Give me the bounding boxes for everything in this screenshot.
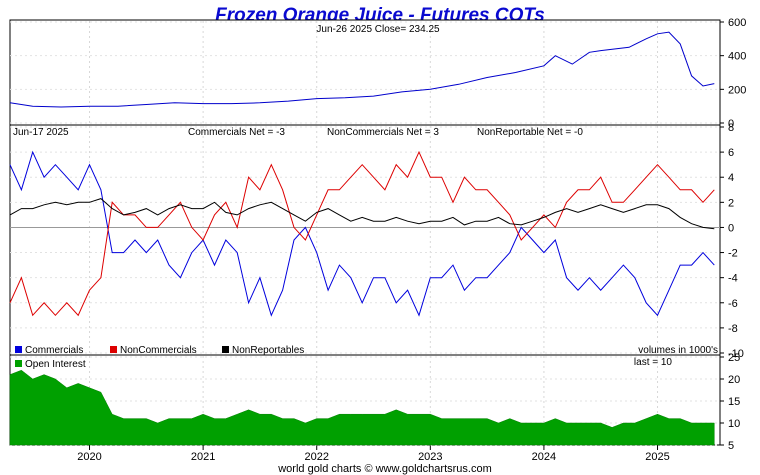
y-tick-label: 20 (728, 374, 740, 386)
price-line (9, 31, 715, 108)
y-tick-label: 5 (728, 440, 734, 452)
y-tick-label: 2 (728, 197, 734, 209)
legend-swatch-open-interest (15, 360, 22, 367)
vertical-gridlines (89, 21, 659, 450)
y-tick-label: -4 (728, 273, 738, 285)
cot-header-commercials: Commercials Net = -3 (188, 127, 285, 138)
legend-label-nonreportables: NonReportables (232, 345, 304, 356)
legend-label-open-interest: Open Interest (25, 359, 86, 370)
y-tick-label: 0 (728, 118, 734, 130)
open-interest-area (9, 369, 715, 446)
legend-label-commercials: Commercials (25, 345, 83, 356)
y-tick-label: 4 (728, 172, 734, 184)
y-tick-label: 8 (728, 122, 734, 134)
legend-swatch-commercials (15, 346, 22, 353)
y-tick-label: -8 (728, 323, 738, 335)
cot-line-noncommercials (9, 150, 715, 317)
y-tick-label: -10 (728, 348, 744, 360)
legend-swatch-nonreportables (222, 346, 229, 353)
oi-last-note: last = 10 (634, 357, 673, 368)
chart-footer: world gold charts © www.goldchartsrus.co… (277, 463, 492, 475)
y-tick-label: 200 (728, 84, 746, 96)
y-tick-label: 0 (728, 222, 734, 234)
price-y-axis: 0 200 400 600 (10, 17, 746, 130)
price-panel-frame (9, 19, 721, 126)
cot-legend: Commercials NonCommercials NonReportable… (15, 345, 304, 356)
y-tick-label: 25 (728, 352, 740, 364)
legend-swatch-noncommercials (110, 346, 117, 353)
price-header: Jun-26 2025 Close= 234.25 (316, 24, 440, 35)
open-interest-area-group (9, 369, 715, 446)
cot-lines-group (9, 150, 715, 317)
y-tick-label: -6 (728, 298, 738, 310)
x-tick-label: 2025 (645, 451, 669, 463)
x-tick-label: 2022 (304, 451, 328, 463)
x-tick-label: 2021 (191, 451, 215, 463)
cot-header-nonreportables: NonReportable Net = -0 (477, 127, 583, 138)
cot-line-nonreportables (9, 198, 715, 230)
y-tick-label: 10 (728, 418, 740, 430)
y-tick-label: 6 (728, 147, 734, 159)
cot-panel-frame (9, 124, 721, 356)
y-tick-label: 600 (728, 17, 746, 29)
cot-line-commercials (9, 150, 715, 317)
x-tick-label: 2024 (532, 451, 556, 463)
price-line-group (9, 31, 715, 108)
units-note: volumes in 1000's (638, 345, 718, 356)
cot-header-noncommercials: NonCommercials Net = 3 (327, 127, 439, 138)
x-tick-label: 2020 (77, 451, 101, 463)
y-tick-label: -2 (728, 248, 738, 260)
y-tick-label: 15 (728, 396, 740, 408)
x-tick-label: 2023 (418, 451, 442, 463)
legend-label-noncommercials: NonCommercials (120, 345, 197, 356)
x-axis-labels: 2020 2021 2022 2023 2024 2025 (77, 451, 669, 463)
y-tick-label: 400 (728, 51, 746, 63)
cot-header-date: Jun-17 2025 (13, 127, 69, 138)
